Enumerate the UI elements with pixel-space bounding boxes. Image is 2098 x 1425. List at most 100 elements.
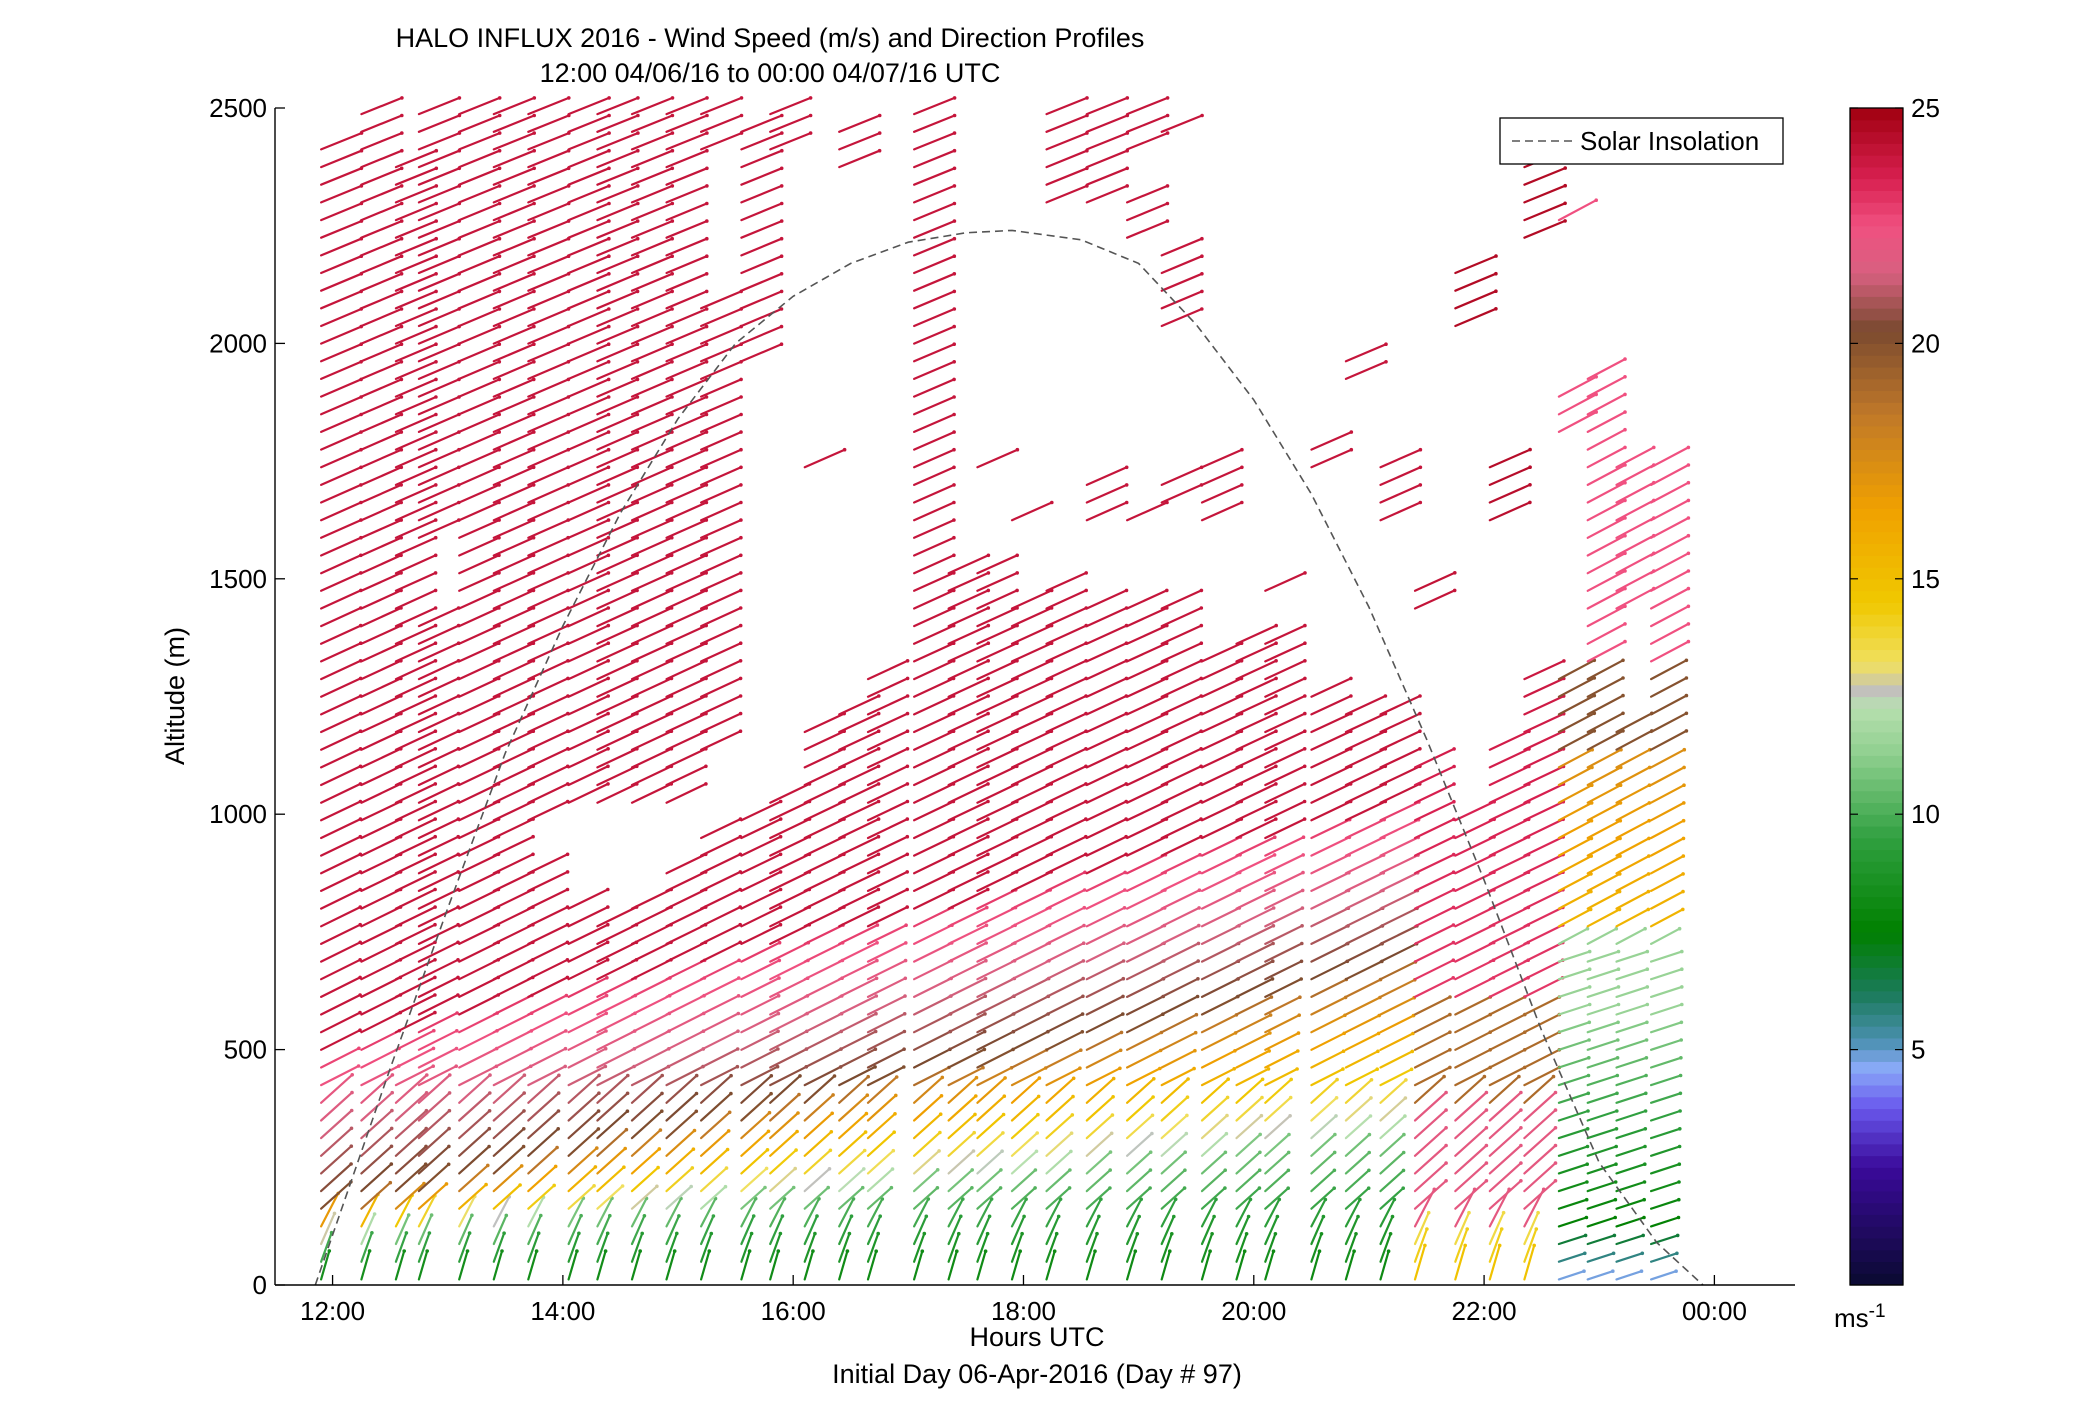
wind-barb-head	[1376, 1049, 1380, 1054]
wind-barb	[458, 1029, 499, 1051]
wind-barb	[527, 923, 569, 946]
wind-barb-head	[1587, 1038, 1591, 1042]
wind-barb	[567, 167, 611, 186]
wind-barb	[458, 694, 500, 716]
wind-barb	[1235, 782, 1278, 804]
wind-barb	[1200, 889, 1241, 910]
wind-barb	[912, 1030, 952, 1051]
wind-barb	[866, 1232, 880, 1263]
wind-barb-head	[606, 922, 610, 927]
wind-barb	[1557, 1252, 1586, 1263]
wind-barb-head	[1623, 392, 1627, 397]
wind-barb-head	[1680, 985, 1684, 989]
wind-barb-head	[1300, 924, 1304, 928]
wind-barb-head	[399, 430, 404, 434]
wind-barb	[320, 747, 362, 769]
wind-barb-head	[350, 1073, 355, 1077]
wind-barb	[1235, 659, 1278, 681]
wind-barb	[1615, 534, 1655, 557]
wind-barb	[394, 659, 437, 681]
wind-barb	[417, 448, 460, 469]
wind-barb-head	[1299, 977, 1303, 981]
wind-barb	[769, 977, 809, 999]
wind-barb	[1379, 800, 1421, 822]
wind-barb	[1160, 1232, 1173, 1263]
wind-barb-head	[606, 377, 611, 382]
wind-barb-head	[1081, 959, 1086, 963]
wind-barb-head	[433, 870, 437, 874]
wind-barb	[527, 1012, 568, 1034]
wind-barb	[1454, 800, 1496, 822]
wind-barb-head	[607, 131, 611, 135]
wind-barb	[630, 536, 673, 557]
colorbar-band	[1850, 249, 1903, 262]
wind-barb	[417, 184, 461, 204]
wind-barb	[1010, 941, 1051, 963]
wind-barb-head	[849, 1214, 854, 1218]
wind-barb	[769, 1047, 808, 1069]
wind-barb	[320, 589, 362, 610]
wind-barb-head	[1367, 1168, 1371, 1173]
wind-barb	[567, 677, 610, 698]
wind-barb-head	[952, 553, 956, 558]
wind-barb	[665, 149, 709, 169]
wind-barb-head	[1192, 1066, 1196, 1071]
wind-barb	[630, 976, 672, 999]
wind-barb	[1557, 927, 1589, 946]
wind-barb	[417, 659, 460, 681]
wind-barb-head	[952, 377, 956, 382]
wind-barb-head	[606, 694, 610, 698]
wind-barb	[699, 730, 742, 751]
wind-barb-head	[531, 834, 535, 839]
wind-barb	[699, 870, 742, 893]
wind-barb-head	[749, 1231, 754, 1236]
wind-barb	[1523, 1227, 1538, 1263]
wind-barb-head	[1214, 1197, 1218, 1202]
wind-barb-head	[1070, 1113, 1075, 1117]
wind-barb-head	[905, 729, 910, 733]
colorbar-band	[1850, 1002, 1903, 1015]
wind-barb	[1010, 995, 1050, 1016]
wind-barb-head	[635, 324, 640, 329]
wind-barb	[1235, 800, 1278, 822]
wind-barb	[1200, 800, 1243, 822]
wind-barb-head	[747, 1249, 752, 1253]
wind-barb-head	[739, 430, 743, 434]
wind-barb	[838, 923, 879, 946]
wind-barb	[1264, 730, 1306, 751]
wind-barb	[740, 237, 783, 257]
wind-barb	[1160, 677, 1203, 698]
wind-barb	[1649, 890, 1685, 910]
wind-barb-head	[400, 113, 404, 118]
wind-barb-head	[986, 623, 991, 628]
wind-barb	[1586, 640, 1627, 663]
wind-barb-head	[1640, 1251, 1645, 1256]
wind-barb	[803, 1232, 817, 1263]
wind-barb	[596, 343, 639, 363]
colorbar-band	[1850, 1167, 1903, 1180]
wind-barb	[769, 1111, 800, 1140]
wind-barb	[527, 1184, 556, 1210]
wind-barb	[320, 923, 362, 946]
wind-barb	[1125, 1151, 1152, 1175]
wind-barb	[1045, 1067, 1082, 1087]
wind-barb-head	[1193, 1030, 1198, 1035]
wind-barb-head	[1563, 219, 1567, 223]
wind-barb	[1264, 1215, 1279, 1246]
wind-barb	[567, 114, 611, 133]
wind-barb-head	[522, 1109, 526, 1113]
colorbar-band	[1850, 543, 1903, 556]
wind-barb-head	[1354, 1232, 1358, 1236]
wind-barb	[458, 993, 500, 1016]
wind-barb-head	[952, 113, 957, 118]
wind-barb	[630, 325, 674, 345]
wind-barb	[1010, 1232, 1024, 1263]
wind-barb	[1010, 606, 1053, 628]
wind-barb-head	[1223, 1186, 1227, 1190]
wind-barb	[740, 1186, 767, 1210]
wind-barb	[1586, 1003, 1620, 1016]
wind-barb	[417, 518, 460, 539]
wind-barb	[1344, 1050, 1380, 1069]
wind-barb-head	[433, 887, 437, 892]
wind-barb	[740, 202, 783, 222]
